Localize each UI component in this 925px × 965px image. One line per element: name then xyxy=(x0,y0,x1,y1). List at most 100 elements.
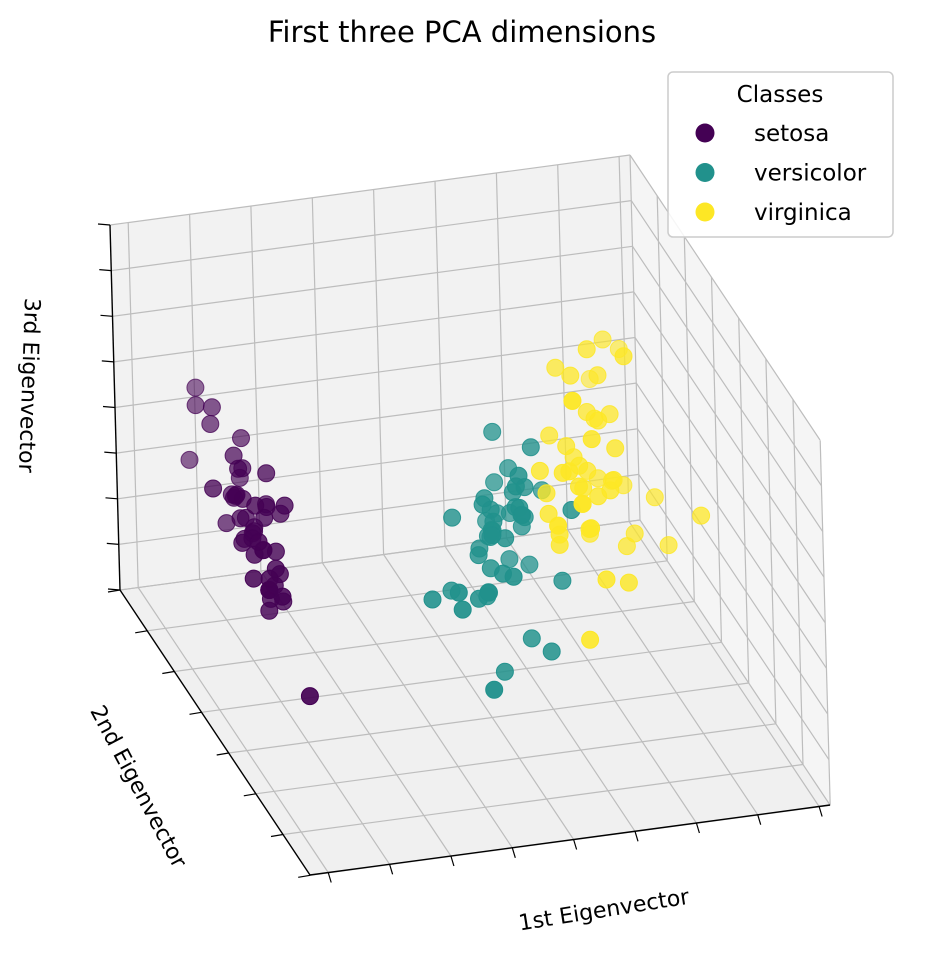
data-point-versicolor xyxy=(495,662,514,681)
data-point-setosa xyxy=(257,464,276,483)
data-point-versicolor xyxy=(473,495,492,514)
data-points xyxy=(180,330,711,706)
z-axis-tick xyxy=(102,405,116,409)
x-axis-tick xyxy=(573,839,578,850)
y-axis-tick xyxy=(298,874,311,878)
gridline xyxy=(637,428,828,715)
data-point-versicolor xyxy=(520,555,539,574)
data-point-setosa xyxy=(275,496,294,515)
legend-label-virginica: virginica xyxy=(754,200,852,226)
y-axis-tick xyxy=(243,793,256,797)
data-point-virginica xyxy=(589,411,608,430)
legend: Classes setosa versicolor virginica xyxy=(667,71,894,238)
legend-label-versicolor: versicolor xyxy=(754,161,867,187)
data-point-versicolor xyxy=(504,567,523,586)
gridline xyxy=(118,473,639,545)
data-point-virginica xyxy=(593,330,612,349)
data-point-setosa xyxy=(201,415,220,433)
data-point-setosa xyxy=(246,496,265,515)
data-point-versicolor xyxy=(522,629,541,648)
y-axis-tick xyxy=(162,670,175,675)
data-point-versicolor xyxy=(443,508,462,527)
legend-title: Classes xyxy=(737,82,824,108)
data-point-virginica xyxy=(561,366,580,385)
gridline xyxy=(738,317,750,684)
data-point-versicolor xyxy=(479,583,498,602)
gridline xyxy=(199,578,391,865)
gridline xyxy=(321,562,513,849)
data-point-setosa xyxy=(244,569,263,588)
gridlines xyxy=(109,154,831,876)
data-point-virginica xyxy=(546,358,565,377)
data-point-virginica xyxy=(560,462,579,481)
data-point-virginica xyxy=(570,477,588,496)
pane-floor xyxy=(120,520,830,875)
gridline xyxy=(174,600,695,673)
data-point-setosa xyxy=(186,396,205,415)
z-axis-tick xyxy=(101,360,114,363)
x-axis-tick xyxy=(757,814,762,825)
data-point-virginica xyxy=(606,439,625,458)
x-axis-tick xyxy=(327,872,332,883)
data-point-virginica xyxy=(540,426,559,445)
y-axis-tick xyxy=(135,630,148,634)
z-axis-tick xyxy=(104,451,117,454)
data-point-virginica xyxy=(588,366,607,385)
legend-marker-virginica xyxy=(695,202,715,222)
y-axis-tick xyxy=(270,833,284,838)
gridline xyxy=(792,399,804,765)
gridline xyxy=(629,154,641,521)
data-point-versicolor xyxy=(453,600,472,619)
data-point-versicolor xyxy=(483,422,502,441)
z-axis-tick xyxy=(97,223,111,226)
gridline xyxy=(112,245,633,317)
x-axis-tick xyxy=(634,831,639,842)
axis-lines xyxy=(97,223,831,883)
z-axis-tick xyxy=(99,269,112,272)
data-point-versicolor xyxy=(423,590,442,609)
y-axis-tick xyxy=(216,752,229,756)
x-axis-tick xyxy=(695,822,700,834)
data-point-virginica xyxy=(577,340,596,359)
gridline xyxy=(282,763,804,836)
gridline xyxy=(630,200,822,486)
data-point-setosa xyxy=(249,533,268,551)
gridline xyxy=(765,358,777,724)
legend-label-setosa: setosa xyxy=(754,121,829,147)
data-point-versicolor xyxy=(553,571,572,590)
data-point-virginica xyxy=(537,484,556,503)
gridline xyxy=(111,200,632,272)
data-point-versicolor xyxy=(509,466,528,485)
data-point-versicolor xyxy=(483,526,502,545)
x-axis-line xyxy=(309,804,831,876)
data-point-setosa xyxy=(260,601,279,620)
z-axis-label: 3rd Eigenvector xyxy=(13,297,44,474)
y-axis-tick xyxy=(189,711,202,715)
data-point-virginica xyxy=(625,524,644,543)
data-point-virginica xyxy=(582,519,601,538)
data-point-virginica xyxy=(692,506,711,525)
data-point-virginica xyxy=(604,471,623,489)
gridline xyxy=(632,245,823,532)
data-point-versicolor xyxy=(469,546,488,565)
x-axis-label: 1st Eigenvector xyxy=(517,885,692,937)
y-axis-label: 2nd Eigenvector xyxy=(84,702,191,874)
data-point-versicolor xyxy=(485,680,504,699)
z-axis-tick xyxy=(106,542,119,545)
gridline xyxy=(255,723,776,795)
gridline xyxy=(635,382,827,669)
data-point-setosa xyxy=(180,450,199,469)
legend-marker-setosa xyxy=(695,123,715,143)
data-point-virginica xyxy=(530,461,549,480)
data-point-virginica xyxy=(563,391,582,410)
data-point-versicolor xyxy=(449,583,468,602)
gridline xyxy=(638,474,830,760)
data-point-virginica xyxy=(581,630,600,649)
gridline xyxy=(633,291,825,578)
gridline xyxy=(109,154,631,226)
data-point-virginica xyxy=(573,494,592,513)
gridline xyxy=(114,336,636,409)
legend-marker-versicolor xyxy=(695,163,715,182)
data-point-versicolor xyxy=(485,473,504,492)
